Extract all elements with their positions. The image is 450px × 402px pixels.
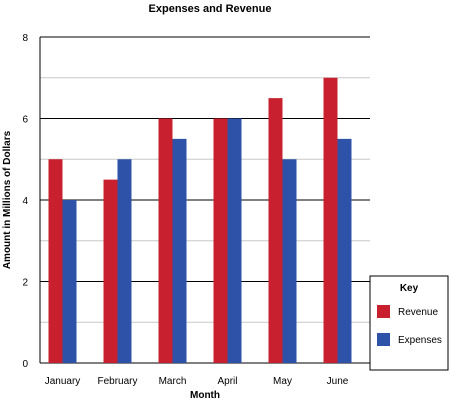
bar-expenses-may [282, 159, 297, 363]
legend-swatch-revenue [377, 305, 390, 318]
bar-expenses-january [62, 200, 77, 363]
legend: Key Revenue Expenses [369, 275, 449, 371]
legend-box [369, 275, 449, 371]
bars [48, 77, 352, 363]
legend-label-revenue: Revenue [398, 307, 438, 318]
bar-revenue-january [48, 159, 63, 363]
legend-swatch-expenses [377, 333, 390, 346]
x-tick-label: April [217, 376, 237, 387]
chart-title: Expenses and Revenue [149, 3, 272, 15]
bar-expenses-march [172, 138, 187, 363]
legend-label-expenses: Expenses [398, 335, 442, 346]
y-tick-labels: 0 2 4 6 8 [22, 33, 28, 370]
legend-title: Key [400, 283, 419, 294]
gridlines [39, 36, 370, 364]
x-tick-label: June [327, 376, 349, 387]
y-tick-label: 0 [22, 359, 28, 370]
bar-revenue-march [158, 118, 173, 363]
y-tick-label: 6 [22, 115, 28, 126]
bar-expenses-april [227, 118, 242, 363]
x-tick-label: March [159, 376, 187, 387]
y-axis-label: Amount in Millions of Dollars [2, 130, 13, 269]
x-tick-labels: January February March April May June [45, 376, 349, 387]
y-tick-label: 2 [22, 278, 28, 289]
y-tick-label: 8 [22, 33, 28, 44]
x-tick-label: January [45, 376, 81, 387]
bar-expenses-june [337, 138, 352, 363]
bar-expenses-february [117, 159, 132, 363]
x-axis-label: Month [190, 390, 220, 401]
x-tick-label: May [273, 376, 292, 387]
bar-revenue-april [213, 118, 228, 363]
x-tick-label: February [97, 376, 137, 387]
bar-revenue-may [268, 98, 283, 363]
bar-revenue-february [103, 179, 118, 363]
bar-revenue-june [323, 77, 338, 363]
y-tick-label: 4 [22, 196, 28, 207]
